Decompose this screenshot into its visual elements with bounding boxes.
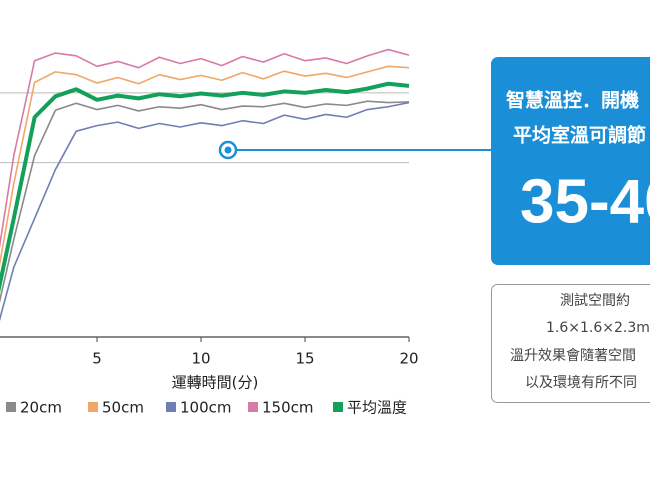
note-line: 1.6×1.6×2.3m [546,320,650,336]
legend-swatch [166,402,176,412]
callout-range: 35-40 [520,167,650,236]
series-line [0,100,410,304]
callout-line: 智慧溫控．開機 [506,89,639,112]
series-line [0,81,410,293]
legend-label: 100cm [180,399,232,417]
legend-label: 50cm [102,399,144,417]
note-line: 溫升效果會隨著空間 [510,348,636,364]
x-axis-label: 運轉時間(分) [172,374,259,392]
series-line [0,48,410,249]
legend-swatch [6,402,16,412]
legend-swatch [88,402,98,412]
legend-swatch [333,402,343,412]
legend-label: 150cm [262,399,314,417]
series-line [0,101,410,322]
x-tick-label: 10 [191,350,210,368]
callout-box [491,57,650,265]
plot-area: 5 10 15 20 [0,48,419,368]
x-tick-label: 5 [92,350,102,368]
legend-label: 20cm [20,399,62,417]
connector-dot-inner [224,146,232,154]
x-tick-label: 15 [295,350,314,368]
legend-label: 平均溫度 [347,399,407,417]
note-line: 以及環境有所不同 [525,375,637,391]
note-box [491,284,650,403]
note-line: 測試空間約 [560,293,630,309]
callout-line: 平均室溫可調節 [513,124,646,147]
x-tick-label: 20 [399,350,418,368]
legend-swatch [248,402,258,412]
series-line [0,65,410,267]
